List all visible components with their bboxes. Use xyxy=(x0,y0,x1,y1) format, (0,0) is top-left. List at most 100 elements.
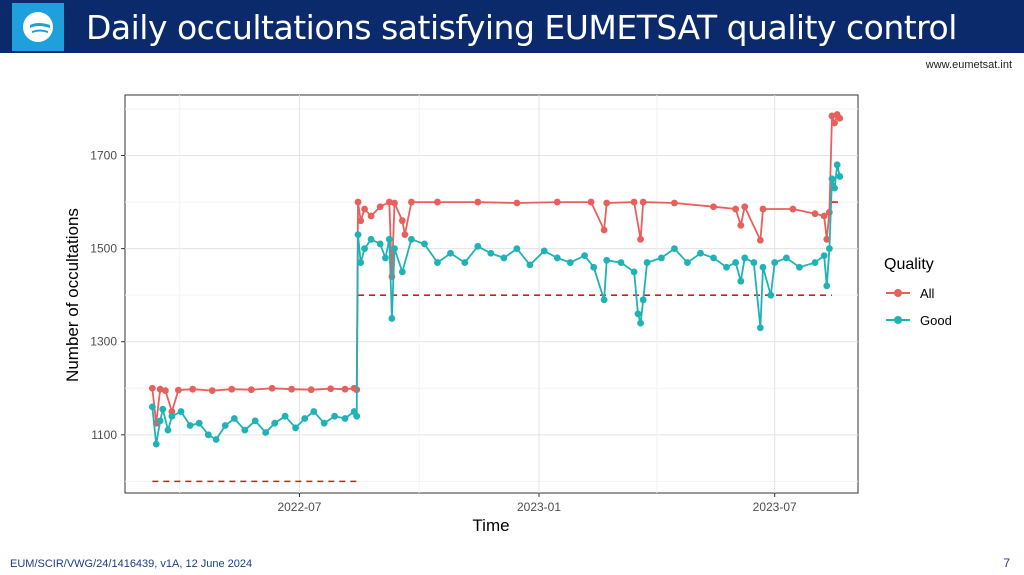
data-point-all xyxy=(637,235,644,243)
data-point-good xyxy=(271,419,279,427)
data-point-good xyxy=(820,252,828,259)
data-point-all xyxy=(327,385,335,393)
data-point-good xyxy=(737,277,745,285)
data-point-good xyxy=(398,268,406,276)
logo xyxy=(12,3,64,51)
data-point-all xyxy=(357,217,365,225)
data-point-all xyxy=(161,387,169,394)
data-point-good xyxy=(367,235,375,243)
data-point-good xyxy=(526,261,534,269)
series-all xyxy=(148,111,844,427)
data-point-good xyxy=(251,417,259,425)
data-point-good xyxy=(391,245,398,253)
data-point-all xyxy=(307,386,315,394)
data-point-all xyxy=(600,226,608,234)
data-point-all xyxy=(831,119,838,127)
threshold-lines xyxy=(152,201,840,483)
data-point-good xyxy=(643,259,651,266)
legend-label-good: Good xyxy=(920,313,952,328)
data-point-good xyxy=(408,235,415,243)
data-point-all xyxy=(148,384,156,392)
x-tick-label: 2022-07 xyxy=(277,500,321,514)
data-point-all xyxy=(737,221,745,229)
data-point-good xyxy=(639,296,647,304)
page-number: 7 xyxy=(1003,556,1010,570)
data-point-all xyxy=(710,203,717,211)
data-point-all xyxy=(376,203,384,211)
data-point-good xyxy=(354,231,362,239)
data-point-good xyxy=(825,245,833,253)
data-point-good xyxy=(487,249,495,257)
data-point-good xyxy=(156,417,164,425)
data-point-good xyxy=(152,440,160,448)
data-point-good xyxy=(750,259,758,266)
website-link[interactable]: www.eumetsat.int xyxy=(925,59,1012,71)
data-point-good xyxy=(148,403,156,411)
data-point-all xyxy=(789,205,797,213)
data-point-all xyxy=(823,235,831,243)
data-point-all xyxy=(811,210,819,218)
data-point-all xyxy=(341,385,349,393)
data-point-all xyxy=(208,387,216,394)
data-point-good xyxy=(331,412,339,420)
data-point-good xyxy=(684,259,691,266)
data-point-all xyxy=(408,198,415,206)
data-point-good xyxy=(461,259,469,266)
data-point-good xyxy=(164,426,172,434)
data-point-good xyxy=(767,291,775,299)
series-layer xyxy=(148,111,844,448)
data-point-good xyxy=(159,405,167,413)
data-point-good xyxy=(281,412,289,420)
data-point-all xyxy=(367,212,375,220)
data-point-all xyxy=(756,236,764,244)
y-axis-label: Number of occultations xyxy=(63,208,82,382)
data-point-good xyxy=(500,254,508,262)
data-point-good xyxy=(241,426,249,434)
data-point-all xyxy=(168,408,176,415)
data-point-good xyxy=(376,240,384,248)
data-point-good xyxy=(771,259,779,266)
data-point-good xyxy=(388,315,396,322)
data-point-all xyxy=(174,386,182,394)
data-point-all xyxy=(401,231,409,239)
y-tick-label: 1100 xyxy=(91,428,117,442)
data-point-good xyxy=(177,408,185,415)
data-point-good xyxy=(590,263,598,271)
data-point-all xyxy=(385,198,393,206)
data-point-good xyxy=(262,429,270,436)
y-tick-label: 1500 xyxy=(90,242,117,256)
data-point-all xyxy=(288,385,296,393)
data-point-good xyxy=(168,412,176,420)
data-point-good xyxy=(759,263,767,271)
data-point-all xyxy=(671,199,678,207)
data-point-all xyxy=(247,386,255,394)
data-point-good xyxy=(617,259,625,266)
data-point-good xyxy=(434,259,441,266)
data-point-all xyxy=(228,385,236,393)
data-point-good xyxy=(671,245,678,253)
data-point-good xyxy=(600,296,608,304)
data-point-good xyxy=(292,424,299,432)
data-point-all xyxy=(361,205,368,213)
data-point-good xyxy=(796,263,803,271)
data-point-good xyxy=(833,161,841,169)
data-point-all xyxy=(474,198,482,206)
series-good xyxy=(148,161,844,448)
data-point-all xyxy=(820,212,828,220)
x-tick-label: 2023-07 xyxy=(753,500,797,514)
data-point-good xyxy=(630,268,638,276)
data-point-all xyxy=(630,198,638,206)
legend-label-all: All xyxy=(920,286,935,301)
legend: Quality All Good xyxy=(884,256,952,328)
data-point-all xyxy=(639,198,647,206)
data-point-good xyxy=(474,242,482,250)
data-point-all xyxy=(587,198,595,206)
data-point-good xyxy=(756,324,764,332)
data-point-all xyxy=(398,217,406,225)
data-point-all xyxy=(603,199,611,207)
data-point-all xyxy=(741,203,749,211)
data-point-all xyxy=(732,205,740,213)
data-point-good xyxy=(421,240,428,248)
data-point-good xyxy=(513,245,521,253)
